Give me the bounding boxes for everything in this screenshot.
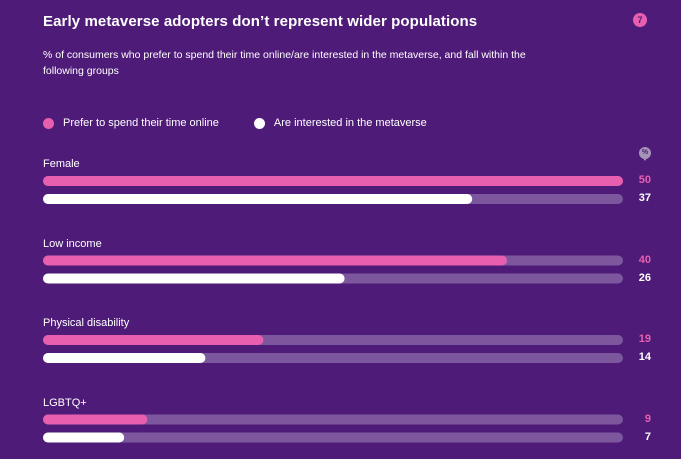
category-label-female: Female	[43, 158, 80, 170]
bar-physical-disability-are-interested-in-the-metaverse	[43, 353, 206, 363]
value-label-low-income-are-interested-in-the-metaverse: 26	[638, 271, 651, 284]
bar-track-lgbtq-0	[43, 414, 623, 425]
value-label-female-prefer-to-spend-their-time-online: 50	[638, 174, 651, 186]
value-label-physical-disability-prefer-to-spend-their-time-online: 19	[638, 333, 651, 345]
legend-swatch-metaverse	[253, 117, 265, 129]
legend-swatch-online	[43, 117, 54, 129]
category-label-lgbtq: LGBTQ+	[43, 396, 87, 409]
bar-track-lgbtq-1	[43, 432, 623, 443]
category-label-low-income: Low income	[43, 237, 102, 250]
bar-low-income-prefer-to-spend-their-time-online	[43, 255, 507, 266]
bar-physical-disability-prefer-to-spend-their-time-online	[43, 335, 264, 345]
value-label-lgbtq-prefer-to-spend-their-time-online: 9	[644, 412, 651, 425]
legend-item-online: Prefer to spend their time online	[43, 117, 219, 129]
legend-label-online: Prefer to spend their time online	[63, 117, 219, 129]
chart-title: Early metaverse adopters don’t represent…	[43, 13, 478, 30]
bar-lgbtq-prefer-to-spend-their-time-online	[43, 414, 148, 425]
bar-low-income-are-interested-in-the-metaverse	[43, 273, 345, 284]
legend: Prefer to spend their time online Are in…	[43, 117, 462, 129]
category-label-physical-disability: Physical disability	[43, 317, 130, 329]
page-number-badge: 7	[633, 13, 647, 27]
bar-female-prefer-to-spend-their-time-online	[43, 176, 623, 186]
legend-label-metaverse: Are interested in the metaverse	[273, 117, 427, 129]
value-label-low-income-prefer-to-spend-their-time-online: 40	[638, 253, 651, 266]
bar-lgbtq-are-interested-in-the-metaverse	[43, 432, 125, 443]
value-label-physical-disability-are-interested-in-the-metaverse: 14	[638, 351, 651, 363]
value-label-female-are-interested-in-the-metaverse: 37	[638, 192, 651, 204]
legend-item-metaverse: Are interested in the metaverse	[253, 117, 427, 129]
chart-subtitle: % of consumers who prefer to spend their…	[43, 49, 526, 77]
percent-icon: %	[639, 147, 651, 161]
value-label-lgbtq-are-interested-in-the-metaverse: 7	[644, 430, 651, 443]
bar-female-are-interested-in-the-metaverse	[43, 194, 473, 204]
